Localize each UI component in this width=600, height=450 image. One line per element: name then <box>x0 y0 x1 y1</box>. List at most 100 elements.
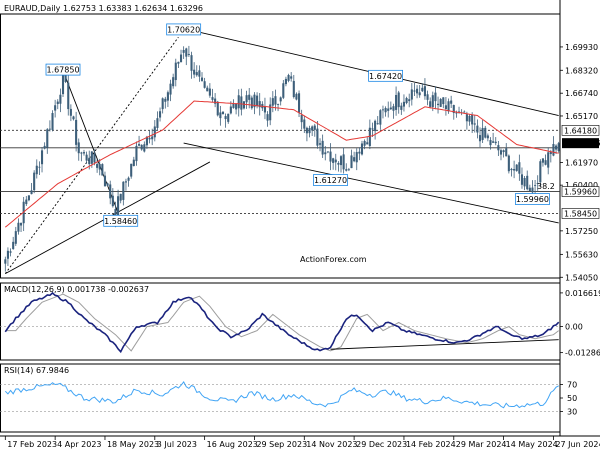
candle-body <box>35 165 38 175</box>
candle-body <box>481 127 484 140</box>
candle-body <box>61 70 65 95</box>
candle-body <box>392 106 395 111</box>
y-tick-label: 1.69930 <box>565 43 598 52</box>
candle-body <box>43 145 46 149</box>
price-callout: 1.59960 <box>515 193 550 205</box>
candle-body <box>19 222 23 226</box>
candle-body <box>282 83 285 98</box>
candle-body <box>318 143 322 145</box>
rsi-line <box>4 380 559 409</box>
candle-body <box>98 164 101 170</box>
x-tick-label: 4 Apr 2023 <box>57 440 101 449</box>
candle-body <box>271 98 274 106</box>
x-tick-label: 14 May 2024 <box>506 440 558 449</box>
candle-body <box>111 195 114 207</box>
candle-body <box>436 103 440 106</box>
price-callout-label: 1.61270 <box>314 176 347 185</box>
x-tick-label: 14 Feb 2024 <box>406 440 456 449</box>
price-callout-box <box>103 214 139 227</box>
candle-body <box>499 150 503 155</box>
candle-body <box>389 107 392 110</box>
candle-body <box>526 175 529 190</box>
candle-body <box>263 106 267 113</box>
candle-body <box>237 95 240 109</box>
candle-body <box>182 50 185 53</box>
candle-body <box>347 169 350 171</box>
candle-body <box>541 158 545 163</box>
candle-body <box>557 143 560 152</box>
main-chart-header: EURAUD,Daily 1.62753 1.63383 1.62634 1.6… <box>4 4 203 13</box>
candle-body <box>27 195 30 201</box>
candle-body <box>138 144 141 146</box>
x-tick-label: 17 Feb 2023 <box>7 440 57 449</box>
candle-body <box>85 154 88 161</box>
candle-body <box>179 54 183 63</box>
candle-body <box>305 127 308 134</box>
candle-body <box>103 175 107 187</box>
candle-body <box>329 151 332 162</box>
candle-body <box>101 164 104 176</box>
candle-body <box>211 97 214 100</box>
candle-body <box>513 168 516 171</box>
trendline-2 <box>62 70 119 213</box>
candle-body <box>360 143 364 155</box>
candle-body <box>442 97 445 105</box>
candle-body <box>400 105 403 110</box>
candle-body <box>478 135 482 142</box>
candle-body <box>523 178 526 187</box>
candle-body <box>88 157 91 165</box>
candle-body <box>172 77 175 87</box>
candle-body <box>14 231 17 244</box>
level-price-label: 1.58450 <box>561 208 600 219</box>
price-callout: 1.67850 <box>45 63 81 76</box>
candle-body <box>256 95 259 107</box>
x-tick-label: 29 Sep 2023 <box>256 440 307 449</box>
candle-body <box>368 127 371 146</box>
candle-body <box>381 109 385 111</box>
y-tick-label: 1.68320 <box>565 66 598 75</box>
level-price-label: 1.59960 <box>561 186 600 197</box>
candle-body <box>258 101 261 108</box>
level-price-label-box <box>561 186 600 197</box>
candle-body <box>507 155 510 172</box>
y-tick-label: 1.60400 <box>565 181 598 190</box>
candle-body <box>143 144 146 152</box>
candle-body <box>30 190 33 195</box>
candle-body <box>297 93 301 113</box>
current-price-label: 1.63296 <box>564 139 600 148</box>
candle-body <box>277 104 280 105</box>
candle-body <box>350 155 353 169</box>
candle-body <box>421 87 424 92</box>
candle-body <box>114 209 117 219</box>
candle-body <box>151 136 154 140</box>
candle-body <box>484 127 487 138</box>
rsi-header: RSI(14) 67.9846 <box>4 366 69 375</box>
candle-body <box>161 98 164 110</box>
macd-y-tick-label: 0.00 <box>565 323 583 332</box>
candle-body <box>177 61 180 64</box>
candle-body <box>515 164 518 171</box>
candle-body <box>200 77 204 81</box>
candle-body <box>353 157 356 162</box>
level-price-label-text: 1.59960 <box>564 188 597 197</box>
candle-body <box>206 87 209 92</box>
candle-body <box>502 150 505 153</box>
candle-body <box>90 151 93 164</box>
x-tick-label: 29 Mar 2024 <box>456 440 507 449</box>
candle-body <box>56 101 59 105</box>
candle-body <box>132 159 135 166</box>
candle-body <box>303 119 306 129</box>
candle-body <box>93 153 96 163</box>
rsi-y-tick-label: 50 <box>567 394 577 403</box>
candle-body <box>4 259 7 264</box>
candle-body <box>227 113 230 122</box>
candle-body <box>240 96 243 110</box>
price-callout: 1.58460 <box>103 214 139 227</box>
y-tick-label: 1.66740 <box>565 89 598 98</box>
candle-body <box>397 92 400 108</box>
candle-body <box>64 69 67 82</box>
candle-body <box>253 94 256 108</box>
level-price-label-text: 1.64180 <box>564 126 597 135</box>
macd-signal-line <box>5 293 560 352</box>
candle-body <box>117 196 120 217</box>
